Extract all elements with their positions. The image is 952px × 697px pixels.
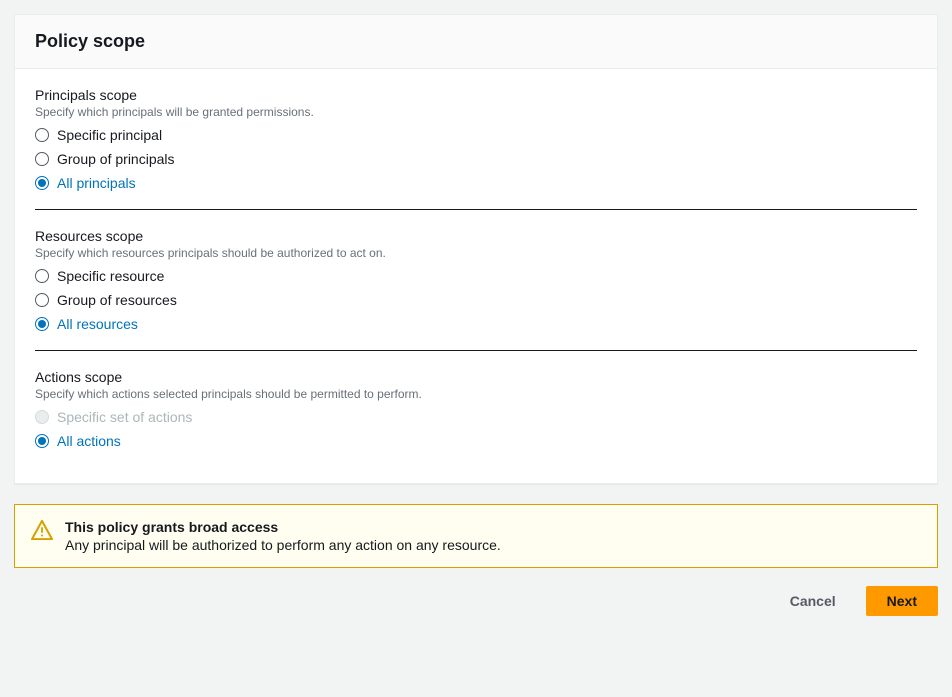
radio-icon [35,128,49,142]
radio-label: Specific principal [57,127,162,143]
alert-title: This policy grants broad access [65,519,501,535]
resources-radio-group: Specific resource Group of resources All… [35,268,917,332]
radio-icon [35,434,49,448]
actions-desc: Specify which actions selected principal… [35,387,917,401]
divider [35,350,917,351]
principals-radio-all[interactable]: All principals [35,175,917,191]
alert-body: This policy grants broad access Any prin… [65,519,501,553]
broad-access-alert: This policy grants broad access Any prin… [14,504,938,568]
resources-title: Resources scope [35,228,917,244]
next-button[interactable]: Next [866,586,938,616]
resources-radio-all[interactable]: All resources [35,316,917,332]
principals-radio-group: Specific principal Group of principals A… [35,127,917,191]
actions-title: Actions scope [35,369,917,385]
divider [35,209,917,210]
radio-label: All principals [57,175,136,191]
panel-header: Policy scope [15,15,937,69]
radio-label: Specific resource [57,268,164,284]
button-row: Cancel Next [14,586,938,616]
radio-icon [35,152,49,166]
principals-desc: Specify which principals will be granted… [35,105,917,119]
radio-icon [35,176,49,190]
radio-icon [35,293,49,307]
principals-radio-group-of[interactable]: Group of principals [35,151,917,167]
cancel-button[interactable]: Cancel [770,587,856,615]
actions-section: Actions scope Specify which actions sele… [35,369,917,449]
policy-scope-panel: Policy scope Principals scope Specify wh… [14,14,938,484]
principals-title: Principals scope [35,87,917,103]
radio-label: All actions [57,433,121,449]
warning-icon [31,520,53,543]
panel-title: Policy scope [35,31,917,52]
principals-radio-specific[interactable]: Specific principal [35,127,917,143]
resources-radio-group-of[interactable]: Group of resources [35,292,917,308]
radio-icon [35,317,49,331]
radio-icon [35,410,49,424]
resources-section: Resources scope Specify which resources … [35,228,917,332]
actions-radio-specific: Specific set of actions [35,409,917,425]
radio-icon [35,269,49,283]
alert-text: Any principal will be authorized to perf… [65,537,501,553]
radio-label: All resources [57,316,138,332]
panel-body: Principals scope Specify which principal… [15,69,937,483]
radio-label: Specific set of actions [57,409,192,425]
actions-radio-group: Specific set of actions All actions [35,409,917,449]
resources-desc: Specify which resources principals shoul… [35,246,917,260]
principals-section: Principals scope Specify which principal… [35,87,917,191]
radio-label: Group of principals [57,151,175,167]
radio-label: Group of resources [57,292,177,308]
resources-radio-specific[interactable]: Specific resource [35,268,917,284]
actions-radio-all[interactable]: All actions [35,433,917,449]
